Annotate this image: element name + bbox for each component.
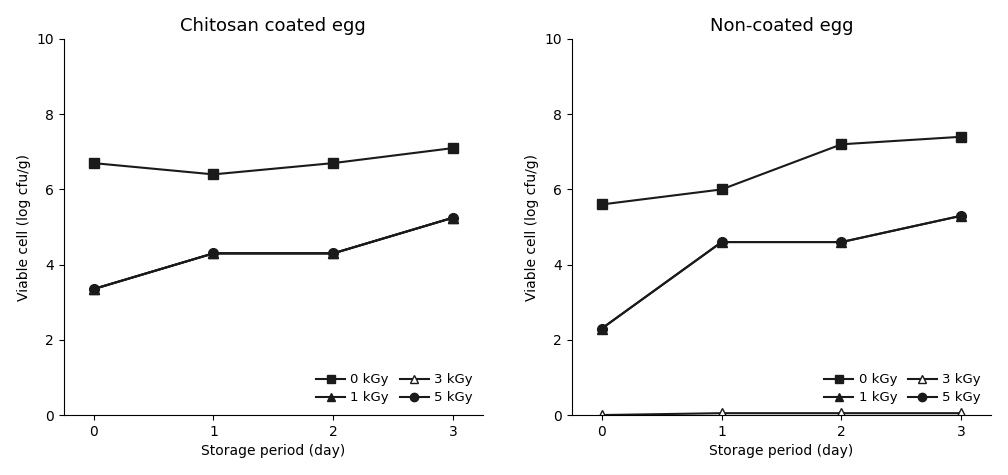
Y-axis label: Viable cell (log cfu/g): Viable cell (log cfu/g) [525, 153, 539, 301]
Title: Chitosan coated egg: Chitosan coated egg [180, 17, 366, 35]
Y-axis label: Viable cell (log cfu/g): Viable cell (log cfu/g) [17, 153, 30, 301]
Title: Non-coated egg: Non-coated egg [710, 17, 854, 35]
Legend: 0 kGy, 1 kGy, 3 kGy, 5 kGy: 0 kGy, 1 kGy, 3 kGy, 5 kGy [312, 369, 477, 408]
X-axis label: Storage period (day): Storage period (day) [202, 444, 346, 458]
X-axis label: Storage period (day): Storage period (day) [710, 444, 854, 458]
Legend: 0 kGy, 1 kGy, 3 kGy, 5 kGy: 0 kGy, 1 kGy, 3 kGy, 5 kGy [821, 369, 985, 408]
